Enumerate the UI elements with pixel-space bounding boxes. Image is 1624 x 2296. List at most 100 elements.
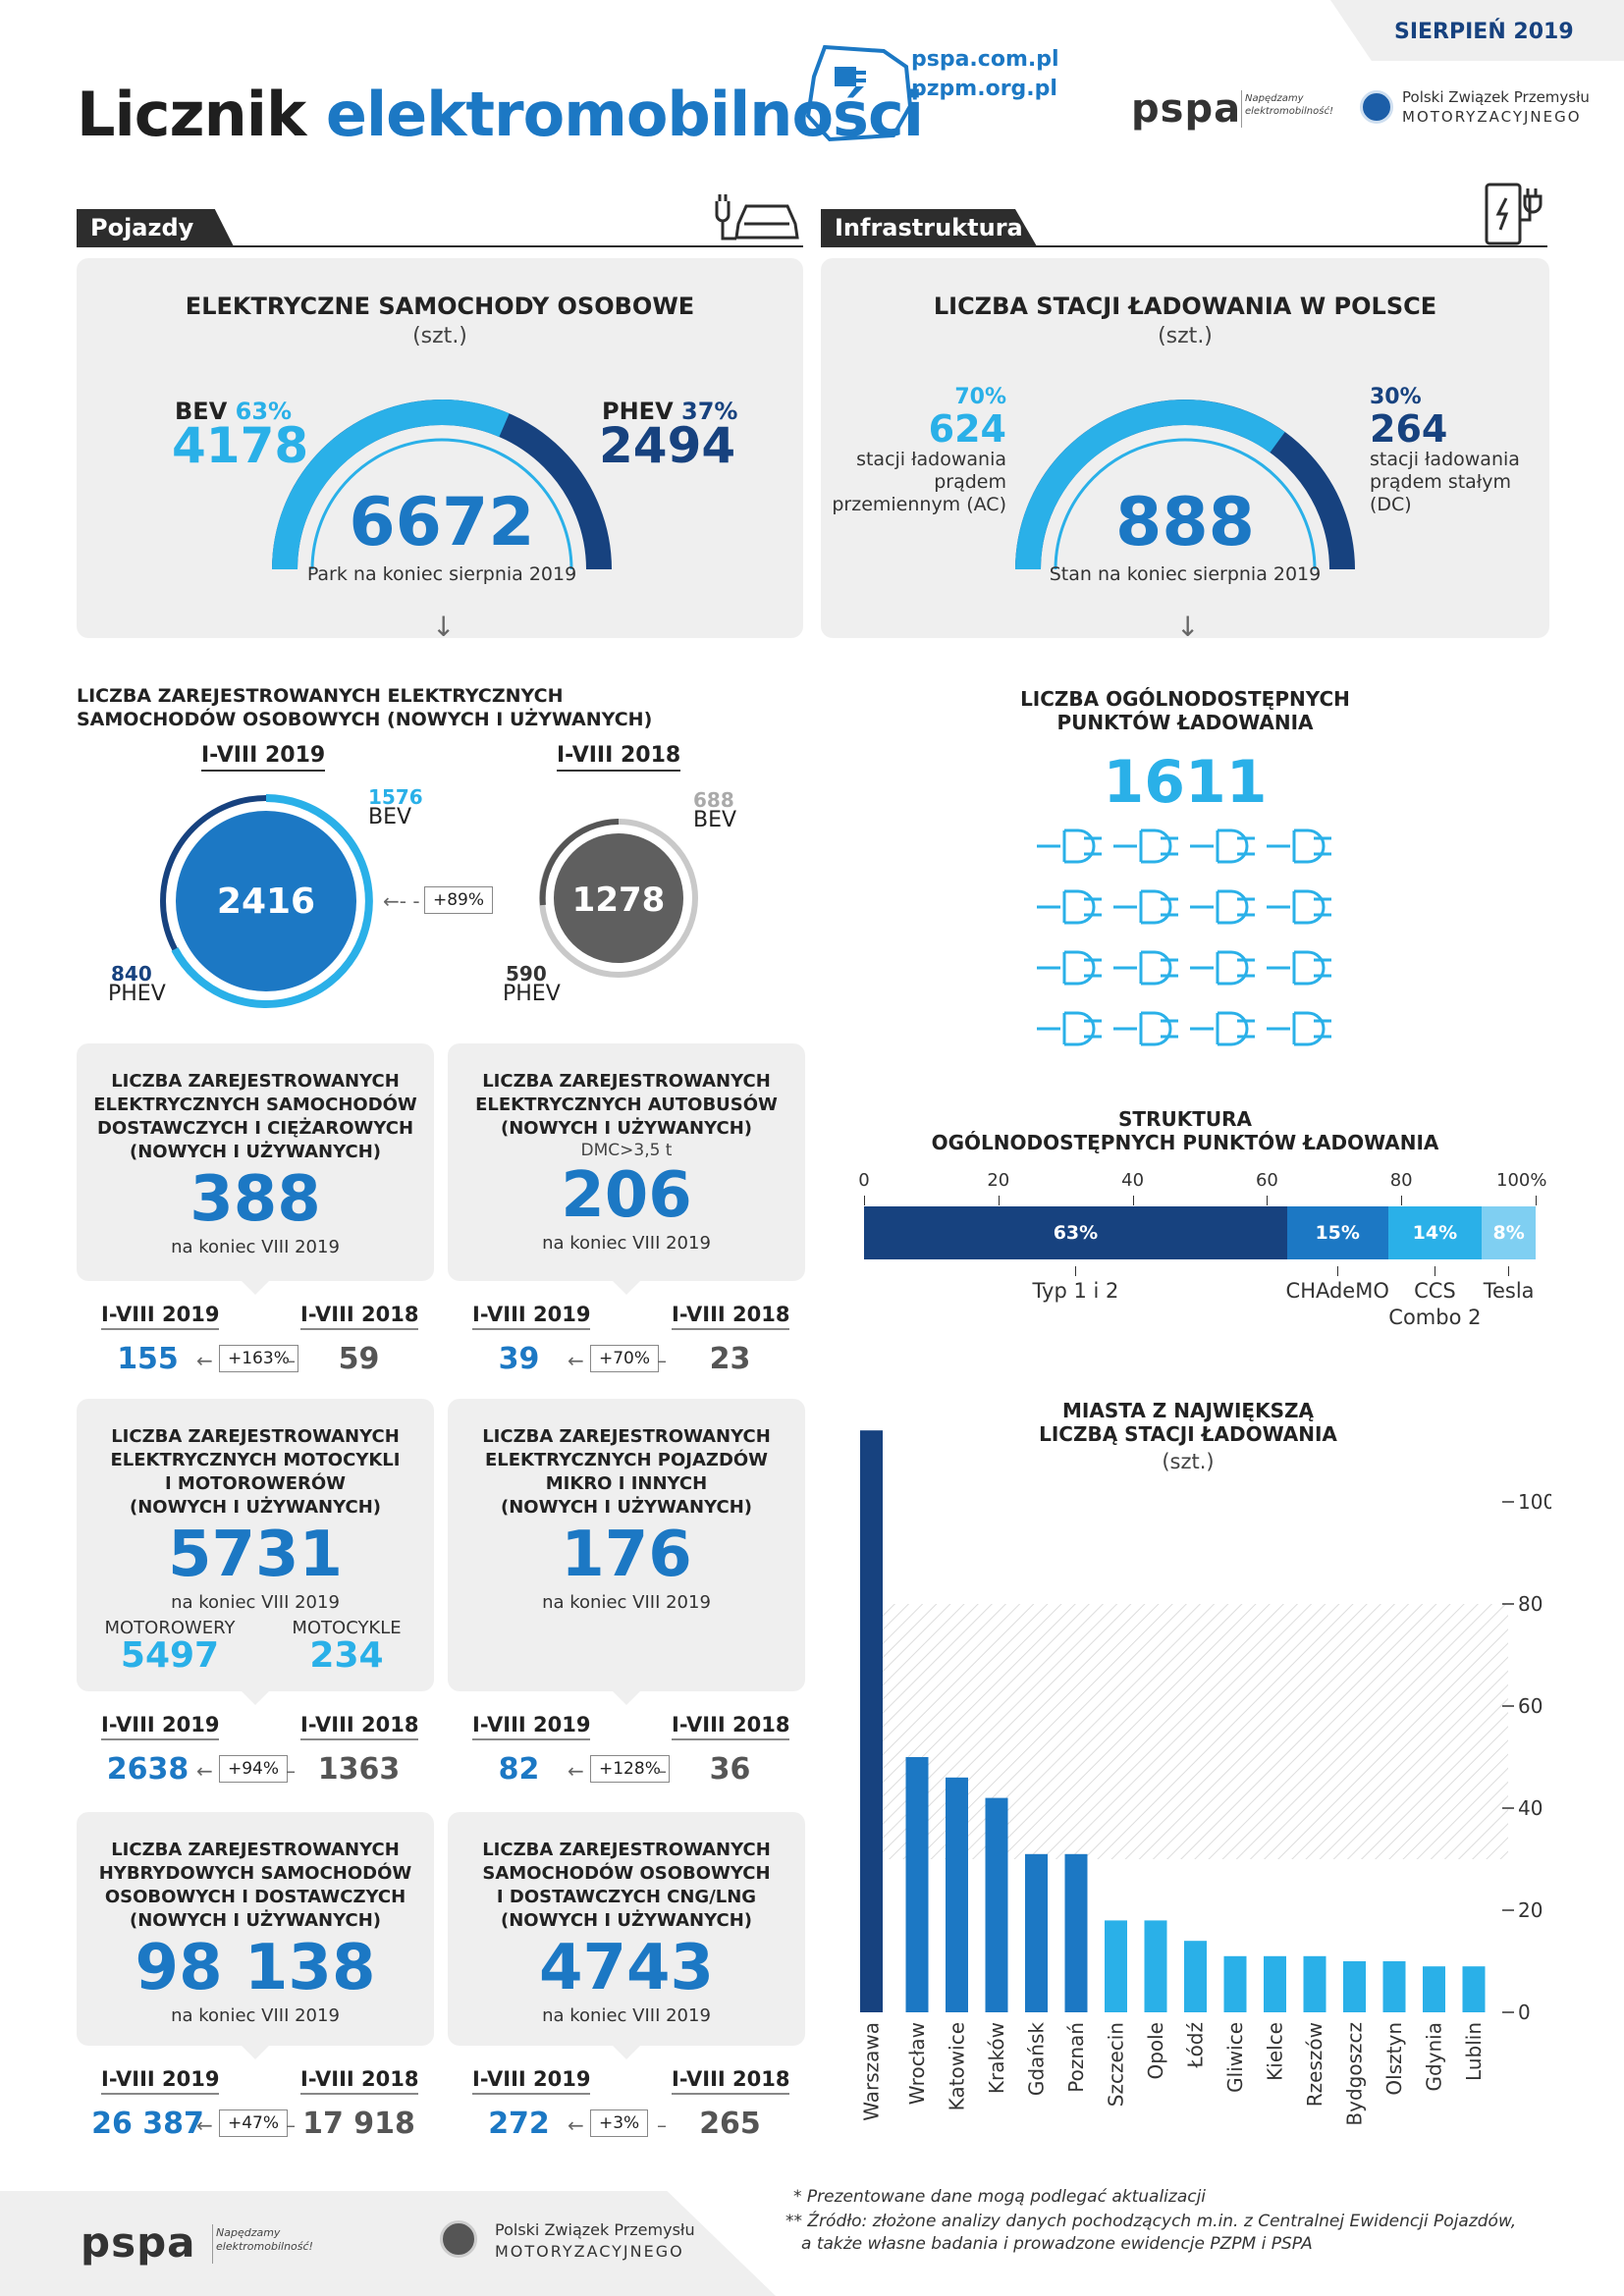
stat-box-title-line: ELEKTRYCZNYCH MOTOCYKLI	[110, 1450, 401, 1470]
motorcycles-label: MOTOCYKLE	[292, 1618, 402, 1638]
footer-note-2: ** Źródło: złożone analizy danych pochod…	[785, 2212, 1517, 2231]
section-vehicles: Pojazdy	[77, 209, 234, 246]
structure-tick-mark	[1132, 1196, 1134, 1205]
structure-tick-mark	[864, 1196, 865, 1205]
stat-box	[77, 1812, 434, 2046]
structure-title-2: OGÓLNODOSTĘPNYCH PUNKTÓW ŁADOWANIA	[931, 1131, 1439, 1154]
pzpm-name-2: MOTORYZACYJNEGO	[1402, 108, 1582, 126]
car-plug-icon	[715, 194, 799, 240]
city-label: Gdynia	[1423, 2022, 1446, 2092]
stat-box-title-line: ELEKTRYCZNYCH SAMOCHODÓW	[93, 1095, 417, 1115]
structure-segment: 63%	[864, 1206, 1287, 1259]
stat-box-value: 5731	[167, 1519, 344, 1591]
city-label: Opole	[1144, 2022, 1167, 2080]
stat-box-change: +3%	[590, 2109, 649, 2137]
stat-box-title-line: (NOWYCH I UŻYWANYCH)	[130, 1142, 381, 1162]
city-label: Katowice	[946, 2022, 969, 2110]
registered-2019-phev-label: PHEV	[108, 982, 166, 1006]
stat-box-year-2: I-VIII 2018	[672, 1303, 790, 1330]
city-label: Łódź	[1184, 2022, 1208, 2069]
stat-box-value: 176	[561, 1519, 692, 1591]
down-arrow-right: ↓	[1176, 611, 1200, 643]
structure-segment-name: CCS Combo 2	[1366, 1266, 1503, 1331]
points-title-1: LICZBA OGÓLNODOSTĘPNYCH	[1020, 687, 1350, 711]
registered-2019-total: 2416	[216, 881, 316, 922]
plug-icon	[1267, 950, 1331, 986]
registered-2018-phev-label: PHEV	[503, 982, 561, 1006]
plug-icon	[1037, 950, 1102, 986]
city-label: Szczecin	[1105, 2022, 1128, 2107]
registered-2018-phev-value: 590	[506, 962, 547, 986]
stations-total: 888	[1115, 484, 1255, 561]
stat-box-value-2018: 59	[338, 1342, 380, 1376]
stations-title: LICZBA STACJI ŁADOWANIA W POLSCE	[933, 293, 1437, 320]
cars-bev-value: 4178	[172, 417, 309, 474]
city-label: Lublin	[1462, 2022, 1486, 2081]
url-pspa[interactable]: pspa.com.pl	[911, 47, 1059, 72]
cars-bev-pct: 63%	[235, 398, 293, 425]
page-title: Licznik elektromobilności	[77, 80, 924, 149]
plug-icon	[1113, 1011, 1178, 1046]
plug-icon	[1113, 889, 1178, 925]
down-arrow-left: ↓	[432, 611, 456, 643]
structure-segment-name: Typ 1 i 2	[1006, 1266, 1144, 1305]
stat-box	[448, 1399, 805, 1691]
pzpm-logo-icon	[1360, 90, 1393, 124]
stat-box-value: 98 138	[135, 1932, 376, 2004]
stations-gauge	[1015, 400, 1355, 570]
registered-title-2: SAMOCHODÓW OSOBOWYCH (NOWYCH I UŻYWANYCH…	[77, 709, 653, 730]
plug-icon	[1037, 889, 1102, 925]
stat-box-note: na koniec VIII 2019	[171, 1237, 340, 1257]
structure-title: STRUKTURA OGÓLNODOSTĘPNYCH PUNKTÓW ŁADOW…	[821, 1107, 1549, 1154]
stat-box	[77, 1399, 434, 1691]
stat-box-change-dash: –	[657, 1759, 667, 1783]
year-2018-label: I-VIII 2018	[557, 743, 681, 772]
registered-2019-bev-value: 1576	[368, 785, 423, 809]
city-label: Kraków	[985, 2022, 1008, 2094]
registered-2018-donut	[539, 819, 698, 978]
stat-box-note: na koniec VIII 2019	[171, 1592, 340, 1613]
structure-segment-name: Tesla	[1440, 1266, 1578, 1305]
points-total: 1611	[1103, 748, 1268, 817]
city-label: Gliwice	[1223, 2022, 1247, 2093]
city-bar	[1343, 1961, 1366, 2012]
stat-box-value-2019: 155	[117, 1342, 179, 1376]
pspa-divider	[1241, 90, 1242, 128]
plug-icon-grid	[1035, 825, 1339, 1060]
footer-pzpm-icon	[440, 2220, 477, 2258]
registered-title: LICZBA ZAREJESTROWANYCH ELEKTRYCZNYCH SA…	[77, 684, 652, 731]
stat-box-value-2019: 272	[488, 2107, 550, 2141]
structure-segment: 15%	[1286, 1206, 1388, 1259]
cars-bev-label: BEV 63%	[175, 398, 292, 425]
stations-panel	[821, 258, 1549, 638]
stat-box-title: LICZBA ZAREJESTROWANYCH ELEKTRYCZNYCH SAM…	[77, 1070, 434, 1164]
plug-icon	[1190, 950, 1255, 986]
stations-gauge-ac-arc	[1015, 400, 1285, 570]
city-bar	[1223, 1955, 1247, 2012]
structure-bar: 63% 15% 14% 8%	[864, 1206, 1536, 1259]
section-vehicles-line	[77, 245, 803, 247]
stat-box	[448, 1043, 805, 1281]
stat-box-change: +163%	[219, 1345, 298, 1372]
stat-box-change-arrow: ←	[196, 1759, 213, 1783]
city-bar	[1303, 1955, 1326, 2012]
stat-box-change-dash: –	[286, 1759, 296, 1783]
stat-box-pointer	[242, 1281, 269, 1295]
footer-note-3: a także własne badania i prowadzone ewid…	[801, 2234, 1313, 2254]
plug-icon	[1190, 828, 1255, 864]
url-pzpm[interactable]: pzpm.org.pl	[911, 77, 1057, 101]
plug-icon	[1113, 828, 1178, 864]
city-bar	[1064, 1853, 1088, 2012]
cars-note: Park na koniec sierpnia 2019	[306, 563, 577, 585]
stations-dc-desc-2: prądem stałym	[1370, 471, 1511, 493]
stations-dc-pct: 30%	[1370, 385, 1422, 409]
structure-tick-mark	[1536, 1196, 1537, 1205]
stations-ac-value: 624	[928, 407, 1006, 451]
city-bar	[860, 1430, 883, 2012]
structure-tick-mark	[998, 1196, 1000, 1205]
stat-box-year-2: I-VIII 2018	[672, 1713, 790, 1740]
footer-pspa-logo: pspa	[81, 2218, 196, 2267]
stations-unit: (szt.)	[1158, 324, 1213, 348]
stat-box-title-line: MIKRO I INNYCH	[545, 1473, 708, 1494]
structure-tick: 100%	[1496, 1170, 1547, 1191]
